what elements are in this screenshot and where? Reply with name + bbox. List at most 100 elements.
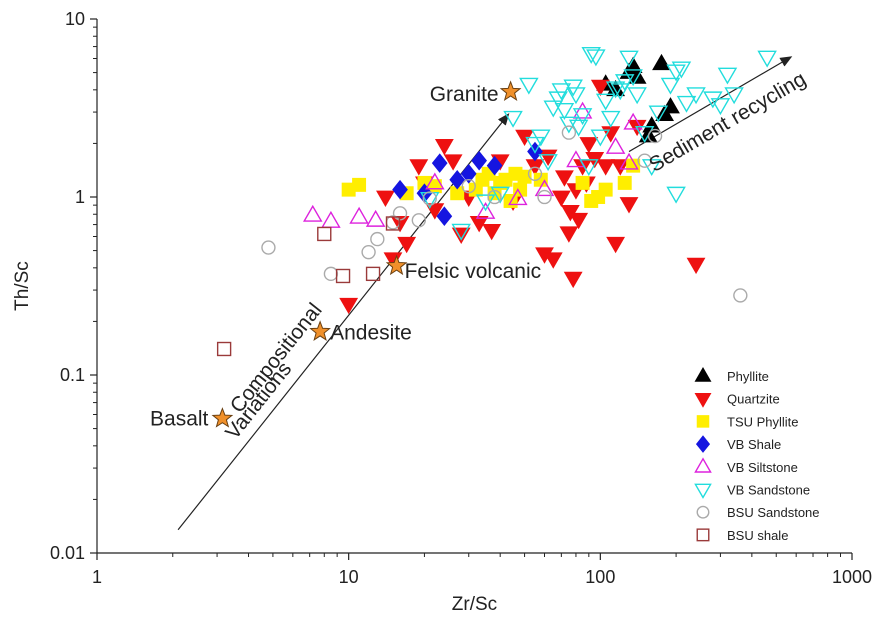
data-point-tsu-phyllite: [517, 169, 532, 184]
data-point-tsu-phyllite: [352, 177, 367, 192]
legend-label: TSU Phyllite: [727, 414, 799, 429]
data-point-quartzite: [551, 190, 571, 208]
data-point-vb-sandstone: [610, 83, 631, 101]
reference-points: Basalt Andesite Felsic volcanic Granite: [150, 80, 542, 430]
data-point-vb-shale: [460, 164, 477, 184]
reference-star-andesite: [309, 320, 331, 341]
data-point-quartzite: [579, 137, 599, 154]
data-point-vb-sandstone: [671, 61, 692, 79]
data-point-vb-siltstone: [605, 136, 626, 154]
legend-marker-bsu-shale: [696, 528, 710, 542]
data-point-quartzite: [590, 79, 610, 97]
data-point-vb-sandstone: [605, 81, 626, 99]
data-point-vb-siltstone: [566, 150, 586, 168]
reference-label-andesite: Andesite: [330, 322, 412, 345]
data-point-bsu-sandstone: [411, 213, 426, 228]
y-tick-label: 0.01: [50, 543, 85, 563]
data-point-bsu-shale: [317, 226, 332, 242]
data-point-quartzite: [555, 170, 574, 187]
legend-item-vb-shale: VB Shale: [695, 435, 781, 453]
reference-star-felsic-volcanic: [385, 254, 408, 276]
legend: Phyllite Quartzite TSU Phyllite VB Shale VB …: [694, 366, 820, 543]
data-point-vb-shale: [392, 179, 408, 200]
data-point-vb-sandstone: [614, 74, 635, 92]
sediment-recycling-arrow: [628, 56, 793, 153]
data-point-quartzite: [619, 197, 639, 214]
data-point-vb-sandstone: [568, 119, 589, 137]
data-point-quartzite: [610, 159, 630, 176]
data-point-vb-sandstone: [551, 83, 572, 101]
legend-marker-vb-sandstone: [694, 483, 712, 499]
series-vb-siltstone: [303, 101, 643, 228]
data-point-phyllite: [642, 116, 662, 133]
data-point-quartzite: [443, 154, 463, 171]
data-point-vb-sandstone: [538, 154, 558, 172]
data-point-quartzite: [397, 236, 417, 254]
data-point-vb-sandstone: [666, 186, 686, 204]
annotations: Compositional Variations Sediment recycl…: [221, 67, 810, 443]
reference-label-granite: Granite: [430, 83, 499, 106]
data-point-vb-sandstone: [590, 129, 611, 147]
compositional-annotation: Compositional: [226, 299, 327, 417]
data-point-bsu-sandstone: [370, 231, 385, 247]
data-point-bsu-sandstone: [361, 244, 376, 260]
x-tick-label: 100: [585, 567, 615, 587]
y-ticks: 0.01 0.1 1 10: [50, 9, 97, 563]
data-point-bsu-sandstone: [733, 288, 748, 303]
data-point-vb-siltstone: [321, 210, 341, 228]
data-point-vb-sandstone: [490, 186, 510, 204]
data-point-vb-shale: [471, 150, 487, 171]
data-point-vb-sandstone: [710, 98, 731, 116]
legend-marker-tsu-phyllite: [696, 415, 710, 428]
data-point-quartzite: [559, 226, 579, 243]
data-point-quartzite: [606, 236, 626, 254]
data-point-vb-sandstone: [623, 69, 643, 87]
data-point-bsu-shale: [365, 266, 381, 282]
legend-label: VB Sandstone: [727, 483, 810, 498]
data-point-quartzite: [434, 139, 454, 156]
data-point-phyllite: [661, 97, 680, 114]
data-point-vb-sandstone: [451, 223, 471, 241]
data-point-quartzite: [451, 227, 471, 244]
data-point-vb-sandstone: [475, 194, 496, 212]
data-point-vb-sandstone: [619, 50, 639, 68]
data-point-vb-shale: [431, 153, 448, 173]
data-point-quartzite: [482, 223, 502, 241]
y-tick-label: 10: [65, 9, 85, 29]
data-point-bsu-sandstone: [323, 266, 339, 282]
series-bsu-shale: [216, 216, 401, 357]
legend-label: VB Shale: [727, 437, 781, 452]
y-axis-label: Th/Sc: [12, 261, 33, 311]
data-point-quartzite: [339, 297, 359, 315]
data-point-bsu-sandstone: [527, 166, 543, 181]
data-point-bsu-sandstone: [537, 189, 552, 205]
reference-label-basalt: Basalt: [150, 407, 209, 430]
legend-label: BSU Sandstone: [727, 505, 820, 520]
data-points: [216, 46, 777, 357]
data-point-bsu-sandstone: [261, 240, 276, 255]
data-point-vb-sandstone: [554, 102, 575, 120]
legend-item-quartzite: Quartzite: [694, 392, 780, 408]
data-point-bsu-sandstone: [461, 179, 476, 194]
data-point-quartzite: [376, 190, 395, 208]
x-ticks: 1 10 100 1000: [92, 553, 872, 587]
reference-label-felsic-volcanic: Felsic volcanic: [405, 260, 542, 283]
data-point-vb-sandstone: [600, 110, 621, 128]
legend-label: Quartzite: [727, 392, 780, 407]
legend-marker-bsu-sandstone: [696, 505, 710, 519]
data-point-vb-sandstone: [579, 159, 599, 177]
data-point-vb-sandstone: [586, 49, 606, 67]
x-tick-label: 1: [92, 567, 102, 587]
data-point-vb-sandstone: [648, 105, 669, 123]
data-point-vb-sandstone: [717, 67, 738, 85]
legend-label: VB Siltstone: [727, 460, 798, 475]
data-point-quartzite: [596, 159, 616, 176]
data-point-bsu-sandstone: [637, 153, 652, 168]
reference-star-basalt: [211, 407, 234, 428]
data-point-quartzite: [543, 252, 563, 269]
data-point-vb-sandstone: [572, 108, 593, 126]
data-point-vb-sandstone: [566, 87, 586, 105]
data-point-vb-sandstone: [581, 46, 601, 64]
data-point-vb-siltstone: [365, 209, 386, 227]
data-point-vb-sandstone: [595, 93, 616, 111]
